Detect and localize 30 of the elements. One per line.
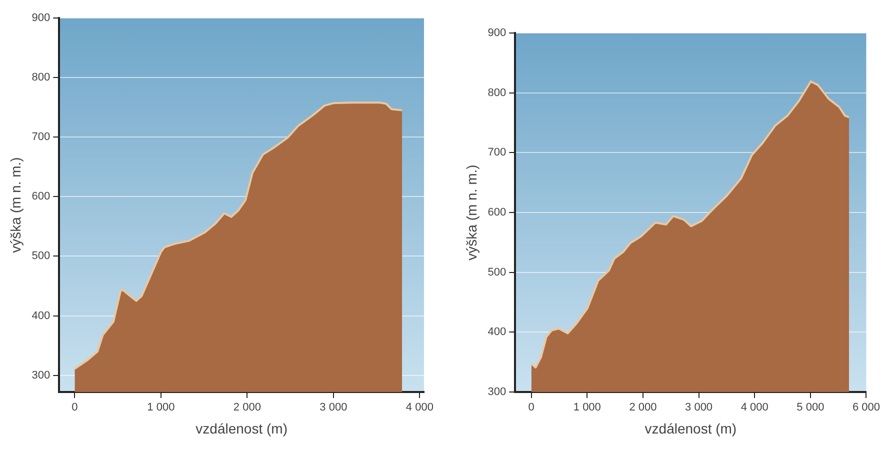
y-tick-label: 300 [488,386,506,398]
y-tick-label: 700 [32,131,50,144]
y-tick-label: 400 [32,310,50,322]
x-tick-label: 3 000 [320,402,348,414]
y-tick-label: 300 [32,369,50,382]
x-tick-label: 0 [72,402,78,414]
x-tick-label: 1 000 [573,402,601,414]
y-axis-title: výška (m n. m.) [7,157,24,253]
y-tick-label: 600 [32,190,50,203]
x-tick-label: 2 000 [629,402,657,414]
x-tick-label: 5 000 [796,402,824,414]
y-tick-label: 800 [32,72,50,84]
y-tick-label: 800 [488,86,506,99]
y-tick-label: 600 [488,206,506,219]
x-axis-title: vzdálenost (m) [644,420,737,436]
y-tick-label: 400 [488,326,506,338]
x-tick-label: 0 [528,402,534,414]
y-tick-label: 900 [488,27,506,40]
x-tick-label: 4 000 [406,402,434,414]
x-tick-label: 4 000 [740,402,768,414]
y-axis-title: výška (m n. m.) [463,164,480,260]
x-tick-label: 6 000 [852,402,880,414]
y-tick-label: 500 [488,266,506,278]
y-tick-label: 500 [32,250,50,262]
x-tick-label: 2 000 [233,402,261,414]
x-tick-label: 1 000 [147,402,175,414]
x-axis-title: vzdálenost (m) [196,420,288,436]
x-tick-label: 3 000 [685,402,713,414]
y-tick-label: 700 [488,146,506,159]
y-tick-label: 900 [32,12,50,24]
